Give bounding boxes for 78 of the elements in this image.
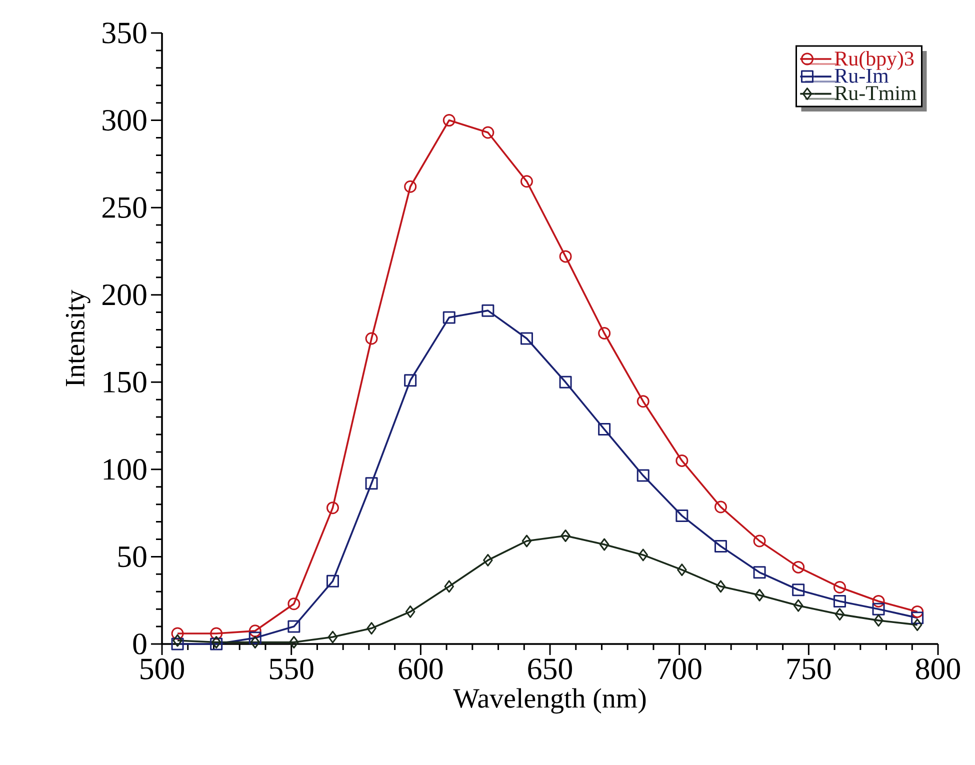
point	[833, 581, 846, 594]
point	[442, 114, 456, 127]
point	[754, 588, 764, 602]
point	[520, 175, 533, 188]
point	[753, 534, 766, 548]
point	[677, 564, 687, 576]
point	[248, 632, 262, 644]
point	[636, 395, 650, 408]
point	[210, 627, 223, 640]
point	[444, 580, 454, 593]
y-tick-label: 50	[118, 546, 146, 568]
point	[288, 598, 300, 610]
point	[289, 636, 299, 649]
point	[676, 509, 688, 522]
point	[792, 560, 805, 574]
point	[636, 469, 650, 482]
x-tick-label: 600	[398, 658, 443, 680]
point	[676, 454, 688, 467]
point	[250, 636, 260, 649]
legend-label: Ru(bpy)3	[834, 50, 914, 70]
point	[248, 624, 262, 638]
y-tick-label: 200	[102, 284, 146, 306]
point	[716, 580, 726, 593]
y-axis-title: Intensity	[66, 290, 90, 386]
y-tick-label: 350	[102, 22, 146, 44]
point	[560, 530, 570, 542]
y-tick-label: 0	[133, 634, 146, 654]
x-tick-label: 650	[528, 658, 572, 680]
y-tick-label: 300	[102, 110, 146, 131]
point	[171, 638, 184, 650]
point	[834, 608, 845, 621]
point	[482, 304, 494, 317]
point	[365, 332, 378, 345]
x-tick-label: 750	[788, 658, 831, 680]
point	[405, 605, 416, 618]
point	[366, 622, 376, 635]
point	[911, 612, 924, 624]
point	[288, 620, 300, 633]
point	[559, 376, 572, 388]
point	[912, 618, 922, 632]
legend-label: Ru-Tmim	[834, 86, 916, 100]
point	[404, 374, 417, 387]
point	[482, 126, 494, 139]
point	[872, 594, 885, 608]
point	[326, 574, 339, 588]
x-tick-label: 500	[140, 658, 184, 680]
point	[714, 540, 727, 552]
point	[326, 502, 339, 514]
point	[559, 250, 572, 263]
point	[833, 594, 846, 608]
x-axis-title: Wavelength (nm)	[453, 688, 646, 714]
y-tick-label: 100	[104, 459, 146, 480]
point	[365, 477, 378, 490]
point	[792, 584, 805, 596]
point	[172, 634, 182, 647]
point	[404, 180, 417, 193]
point	[520, 332, 533, 345]
point	[714, 500, 727, 514]
x-tick-label: 800	[916, 658, 960, 680]
x-tick-label: 700	[658, 658, 702, 680]
point	[911, 605, 924, 618]
point	[599, 538, 610, 551]
point	[522, 534, 532, 548]
y-tick-label: 250	[102, 197, 146, 218]
point	[442, 311, 456, 324]
point	[874, 614, 884, 627]
point	[328, 630, 338, 644]
point	[598, 423, 611, 436]
point	[793, 599, 804, 612]
y-tick-label: 150	[104, 372, 146, 393]
point	[483, 554, 493, 566]
legend-label: Ru-Im	[834, 68, 889, 83]
point	[638, 548, 648, 562]
x-tick-label: 550	[270, 658, 314, 680]
point	[753, 566, 766, 579]
point	[171, 627, 184, 640]
point	[872, 602, 885, 616]
point	[598, 327, 611, 340]
